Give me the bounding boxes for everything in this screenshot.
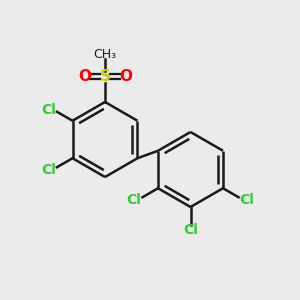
- Text: Cl: Cl: [239, 193, 254, 206]
- Text: S: S: [100, 69, 110, 84]
- Text: O: O: [78, 69, 91, 84]
- Text: Cl: Cl: [41, 163, 56, 176]
- Text: Cl: Cl: [183, 223, 198, 236]
- Text: Cl: Cl: [127, 193, 142, 206]
- Text: O: O: [119, 69, 132, 84]
- Text: Cl: Cl: [41, 103, 56, 116]
- Text: CH₃: CH₃: [93, 47, 117, 61]
